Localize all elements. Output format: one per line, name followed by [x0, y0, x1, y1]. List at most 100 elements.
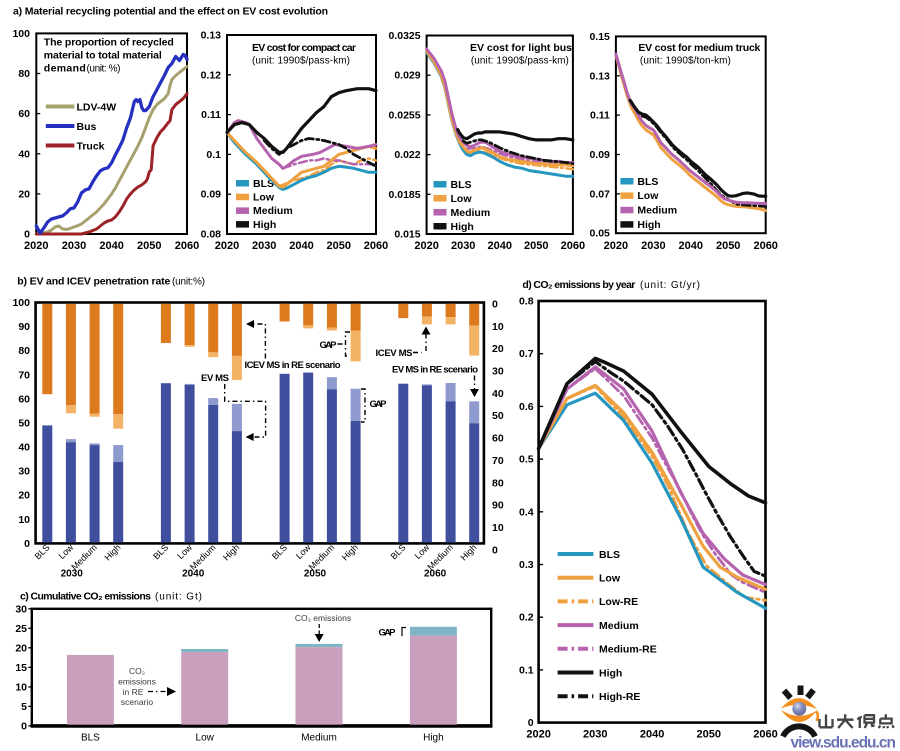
- svg-text:c) Cumulative CO₂ emissions: c) Cumulative CO₂ emissions: [20, 591, 151, 603]
- svg-text:Low: Low: [253, 192, 275, 204]
- svg-text:BLS: BLS: [389, 542, 408, 561]
- svg-text:Medium: Medium: [301, 733, 337, 744]
- svg-text:The proportion of recycled: The proportion of recycled: [44, 37, 174, 49]
- svg-text:70: 70: [18, 369, 30, 381]
- svg-text:LDV-4W: LDV-4W: [77, 101, 117, 113]
- svg-text:0.0185: 0.0185: [388, 189, 420, 201]
- svg-text:2030: 2030: [451, 240, 475, 252]
- svg-text:30: 30: [15, 603, 27, 615]
- svg-text:Truck: Truck: [77, 140, 105, 152]
- svg-text:0.1: 0.1: [519, 664, 534, 676]
- svg-text:2040: 2040: [182, 569, 205, 580]
- svg-text:Low: Low: [294, 542, 313, 561]
- svg-text:0.11: 0.11: [201, 109, 221, 121]
- svg-text:0.5: 0.5: [519, 454, 534, 466]
- svg-text:(unit:%): (unit:%): [172, 277, 205, 288]
- svg-text:Medium: Medium: [599, 620, 639, 632]
- svg-text:Low: Low: [637, 190, 659, 202]
- svg-text:High: High: [221, 542, 241, 562]
- svg-text:2060: 2060: [753, 240, 777, 252]
- svg-text:High: High: [253, 219, 276, 231]
- svg-text:0.029: 0.029: [394, 70, 420, 82]
- svg-text:BLS: BLS: [270, 542, 289, 561]
- svg-text:ICEV MS: ICEV MS: [376, 348, 413, 359]
- svg-text:BLS: BLS: [81, 733, 100, 744]
- svg-text:0.11: 0.11: [590, 110, 610, 122]
- svg-text:Low: Low: [451, 193, 473, 205]
- svg-text:2030: 2030: [61, 569, 84, 580]
- svg-text:40: 40: [18, 148, 30, 160]
- svg-text:EV cost for compact car: EV cost for compact car: [252, 42, 356, 54]
- svg-text:EV cost for light bus: EV cost for light bus: [470, 42, 572, 54]
- svg-text:Bus: Bus: [77, 121, 97, 133]
- svg-text:90: 90: [492, 500, 504, 512]
- svg-text:30: 30: [18, 466, 30, 478]
- svg-text:2060: 2060: [753, 729, 777, 741]
- svg-text:2020: 2020: [604, 240, 628, 252]
- svg-text:scenario: scenario: [121, 697, 153, 707]
- svg-text:emissions: emissions: [118, 677, 156, 687]
- svg-text:0.15: 0.15: [589, 31, 610, 43]
- svg-text:(unit: Gt/yr): (unit: Gt/yr): [640, 280, 700, 291]
- svg-text:ICEV MS in RE scenario: ICEV MS in RE scenario: [245, 360, 341, 371]
- svg-text:Medium: Medium: [253, 205, 293, 217]
- svg-text:2030: 2030: [62, 240, 86, 252]
- svg-text:0.015: 0.015: [394, 229, 420, 241]
- svg-text:15: 15: [15, 662, 27, 674]
- svg-text:60: 60: [492, 433, 504, 445]
- svg-text:in RE: in RE: [123, 687, 144, 697]
- svg-text:demand: demand: [44, 63, 86, 75]
- svg-text:10: 10: [492, 522, 504, 534]
- svg-text:High: High: [599, 667, 622, 679]
- svg-text:40: 40: [492, 388, 504, 400]
- svg-text:0.4: 0.4: [519, 506, 534, 518]
- svg-text:High: High: [451, 221, 474, 233]
- svg-text:(unit: 1990$/pass-km): (unit: 1990$/pass-km): [471, 56, 569, 67]
- svg-text:view.sdu.edu.cn: view.sdu.edu.cn: [791, 735, 897, 751]
- svg-text:10: 10: [15, 681, 27, 693]
- svg-text:20: 20: [18, 188, 30, 200]
- svg-text:0: 0: [24, 538, 30, 550]
- svg-text:2050: 2050: [524, 240, 548, 252]
- svg-text:High: High: [102, 542, 122, 562]
- svg-text:0.0325: 0.0325: [388, 30, 420, 42]
- svg-text:2040: 2040: [679, 240, 703, 252]
- svg-text:60: 60: [18, 393, 30, 405]
- svg-text:High: High: [340, 542, 360, 562]
- svg-text:High: High: [458, 542, 478, 562]
- svg-text:30: 30: [492, 366, 504, 378]
- svg-text:0.09: 0.09: [589, 149, 610, 161]
- svg-text:BLS: BLS: [451, 179, 472, 191]
- svg-text:2040: 2040: [640, 729, 664, 741]
- svg-text:80: 80: [492, 477, 504, 489]
- svg-text:2020: 2020: [215, 240, 239, 252]
- svg-text:10: 10: [492, 321, 504, 333]
- svg-text:(unit: %): (unit: %): [87, 64, 121, 75]
- svg-text:GAP: GAP: [320, 340, 338, 351]
- svg-text:50: 50: [18, 417, 30, 429]
- svg-text:0: 0: [492, 544, 498, 556]
- svg-text:2030: 2030: [583, 729, 607, 741]
- svg-text:2050: 2050: [716, 240, 740, 252]
- svg-text:0: 0: [492, 299, 498, 311]
- svg-text:0.12: 0.12: [201, 69, 222, 81]
- svg-text:0.07: 0.07: [589, 188, 610, 200]
- svg-text:BLS: BLS: [599, 549, 620, 561]
- svg-text:2030: 2030: [641, 240, 665, 252]
- svg-text:High: High: [637, 219, 660, 231]
- svg-text:20: 20: [15, 642, 27, 654]
- svg-text:25: 25: [15, 623, 27, 635]
- svg-text:0.08: 0.08: [201, 229, 222, 241]
- svg-text:2050: 2050: [697, 729, 721, 741]
- svg-text:d) CO₂ emissions by year: d) CO₂ emissions by year: [522, 279, 635, 291]
- svg-text:0.13: 0.13: [201, 30, 222, 42]
- svg-text:High-RE: High-RE: [599, 691, 640, 703]
- svg-text:2040: 2040: [289, 240, 313, 252]
- svg-text:70: 70: [492, 455, 504, 467]
- svg-text:2060: 2060: [561, 240, 585, 252]
- svg-text:BLS: BLS: [253, 178, 274, 190]
- svg-text:0.3: 0.3: [519, 559, 534, 571]
- svg-text:GAP: GAP: [370, 399, 388, 410]
- svg-text:60: 60: [18, 108, 30, 120]
- svg-text:0.13: 0.13: [589, 70, 610, 82]
